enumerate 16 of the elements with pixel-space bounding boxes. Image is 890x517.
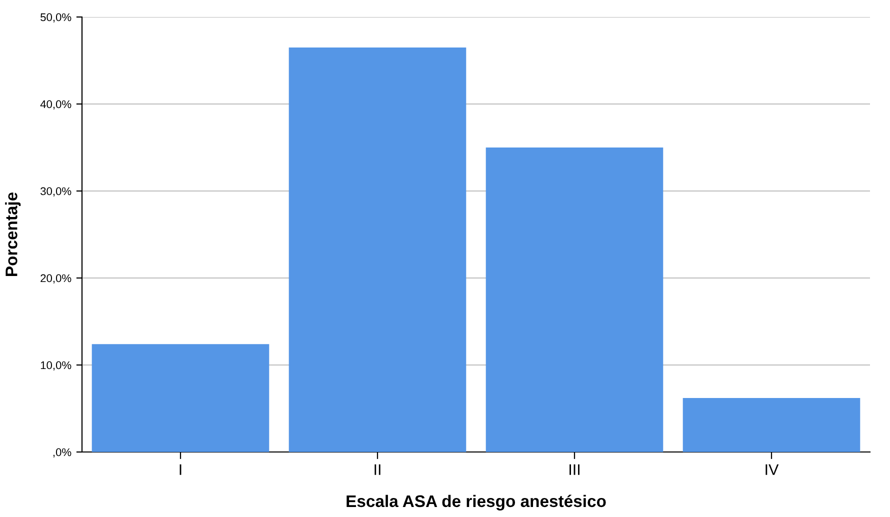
y-tick-label: 40,0% — [40, 100, 72, 110]
y-tick-label: 50,0% — [40, 13, 72, 22]
x-tick-label: II — [374, 464, 380, 475]
bar — [682, 398, 860, 452]
bar — [288, 47, 466, 452]
x-axis-title: Escala ASA de riesgo anestésico — [346, 494, 606, 510]
y-tick-label: 20,0% — [40, 274, 72, 284]
x-tick-label: IV — [766, 464, 779, 475]
y-axis-title: Porcentaje — [5, 192, 21, 276]
x-tick-label: I — [180, 464, 182, 475]
y-tick-label: 10,0% — [40, 361, 72, 370]
bar — [92, 344, 270, 452]
x-tick-label: III — [570, 464, 580, 475]
y-tick-label: ,0% — [53, 448, 72, 458]
y-tick-label: 30,0% — [40, 187, 72, 196]
bar — [486, 148, 664, 452]
